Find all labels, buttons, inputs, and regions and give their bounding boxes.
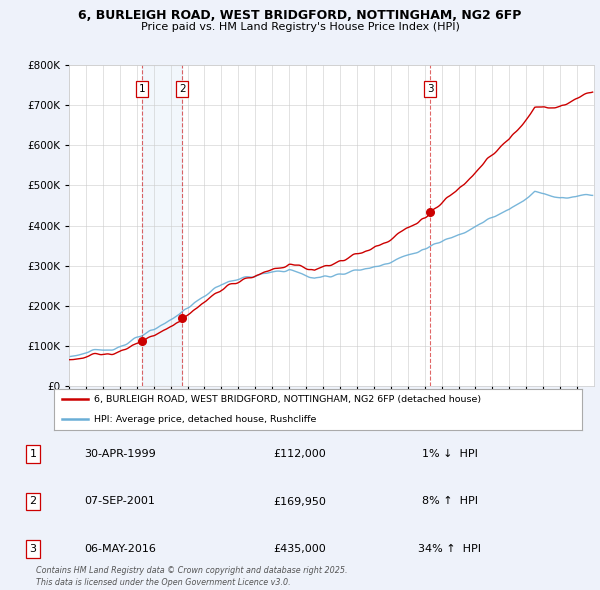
Text: 06-MAY-2016: 06-MAY-2016 — [84, 544, 156, 553]
Text: 8% ↑  HPI: 8% ↑ HPI — [422, 497, 478, 506]
Text: 2: 2 — [179, 84, 185, 94]
Text: 1% ↓  HPI: 1% ↓ HPI — [422, 450, 478, 459]
Text: 3: 3 — [29, 544, 37, 553]
Text: 3: 3 — [427, 84, 434, 94]
Text: 2: 2 — [29, 497, 37, 506]
Text: 1: 1 — [139, 84, 146, 94]
Text: £169,950: £169,950 — [274, 497, 326, 506]
Text: 6, BURLEIGH ROAD, WEST BRIDGFORD, NOTTINGHAM, NG2 6FP (detached house): 6, BURLEIGH ROAD, WEST BRIDGFORD, NOTTIN… — [94, 395, 481, 404]
Text: Contains HM Land Registry data © Crown copyright and database right 2025.
This d: Contains HM Land Registry data © Crown c… — [36, 566, 347, 587]
Text: £435,000: £435,000 — [274, 544, 326, 553]
Text: 30-APR-1999: 30-APR-1999 — [84, 450, 156, 459]
Text: HPI: Average price, detached house, Rushcliffe: HPI: Average price, detached house, Rush… — [94, 415, 316, 424]
Text: Price paid vs. HM Land Registry's House Price Index (HPI): Price paid vs. HM Land Registry's House … — [140, 22, 460, 32]
Text: 34% ↑  HPI: 34% ↑ HPI — [419, 544, 482, 553]
Text: 6, BURLEIGH ROAD, WEST BRIDGFORD, NOTTINGHAM, NG2 6FP: 6, BURLEIGH ROAD, WEST BRIDGFORD, NOTTIN… — [79, 9, 521, 22]
Text: 07-SEP-2001: 07-SEP-2001 — [85, 497, 155, 506]
Bar — [142, 65, 182, 386]
Text: £112,000: £112,000 — [274, 450, 326, 459]
Text: 1: 1 — [29, 450, 37, 459]
